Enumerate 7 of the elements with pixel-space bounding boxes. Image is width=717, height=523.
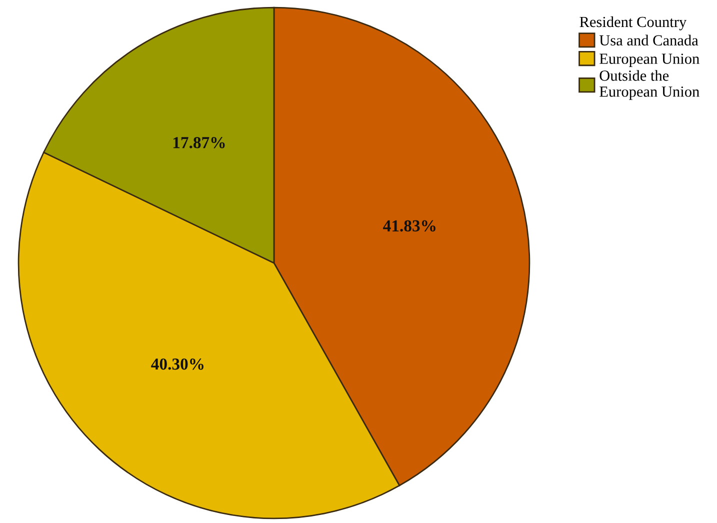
legend-label: Outside the European Union <box>600 70 700 100</box>
legend-label: Usa and Canada <box>599 34 698 46</box>
legend-label: European Union <box>600 54 700 68</box>
data-label: 41.83% <box>383 220 436 232</box>
data-label: 17.87% <box>173 136 225 148</box>
legend-title: Resident Country <box>580 16 687 30</box>
data-label: 40.30% <box>151 358 204 370</box>
